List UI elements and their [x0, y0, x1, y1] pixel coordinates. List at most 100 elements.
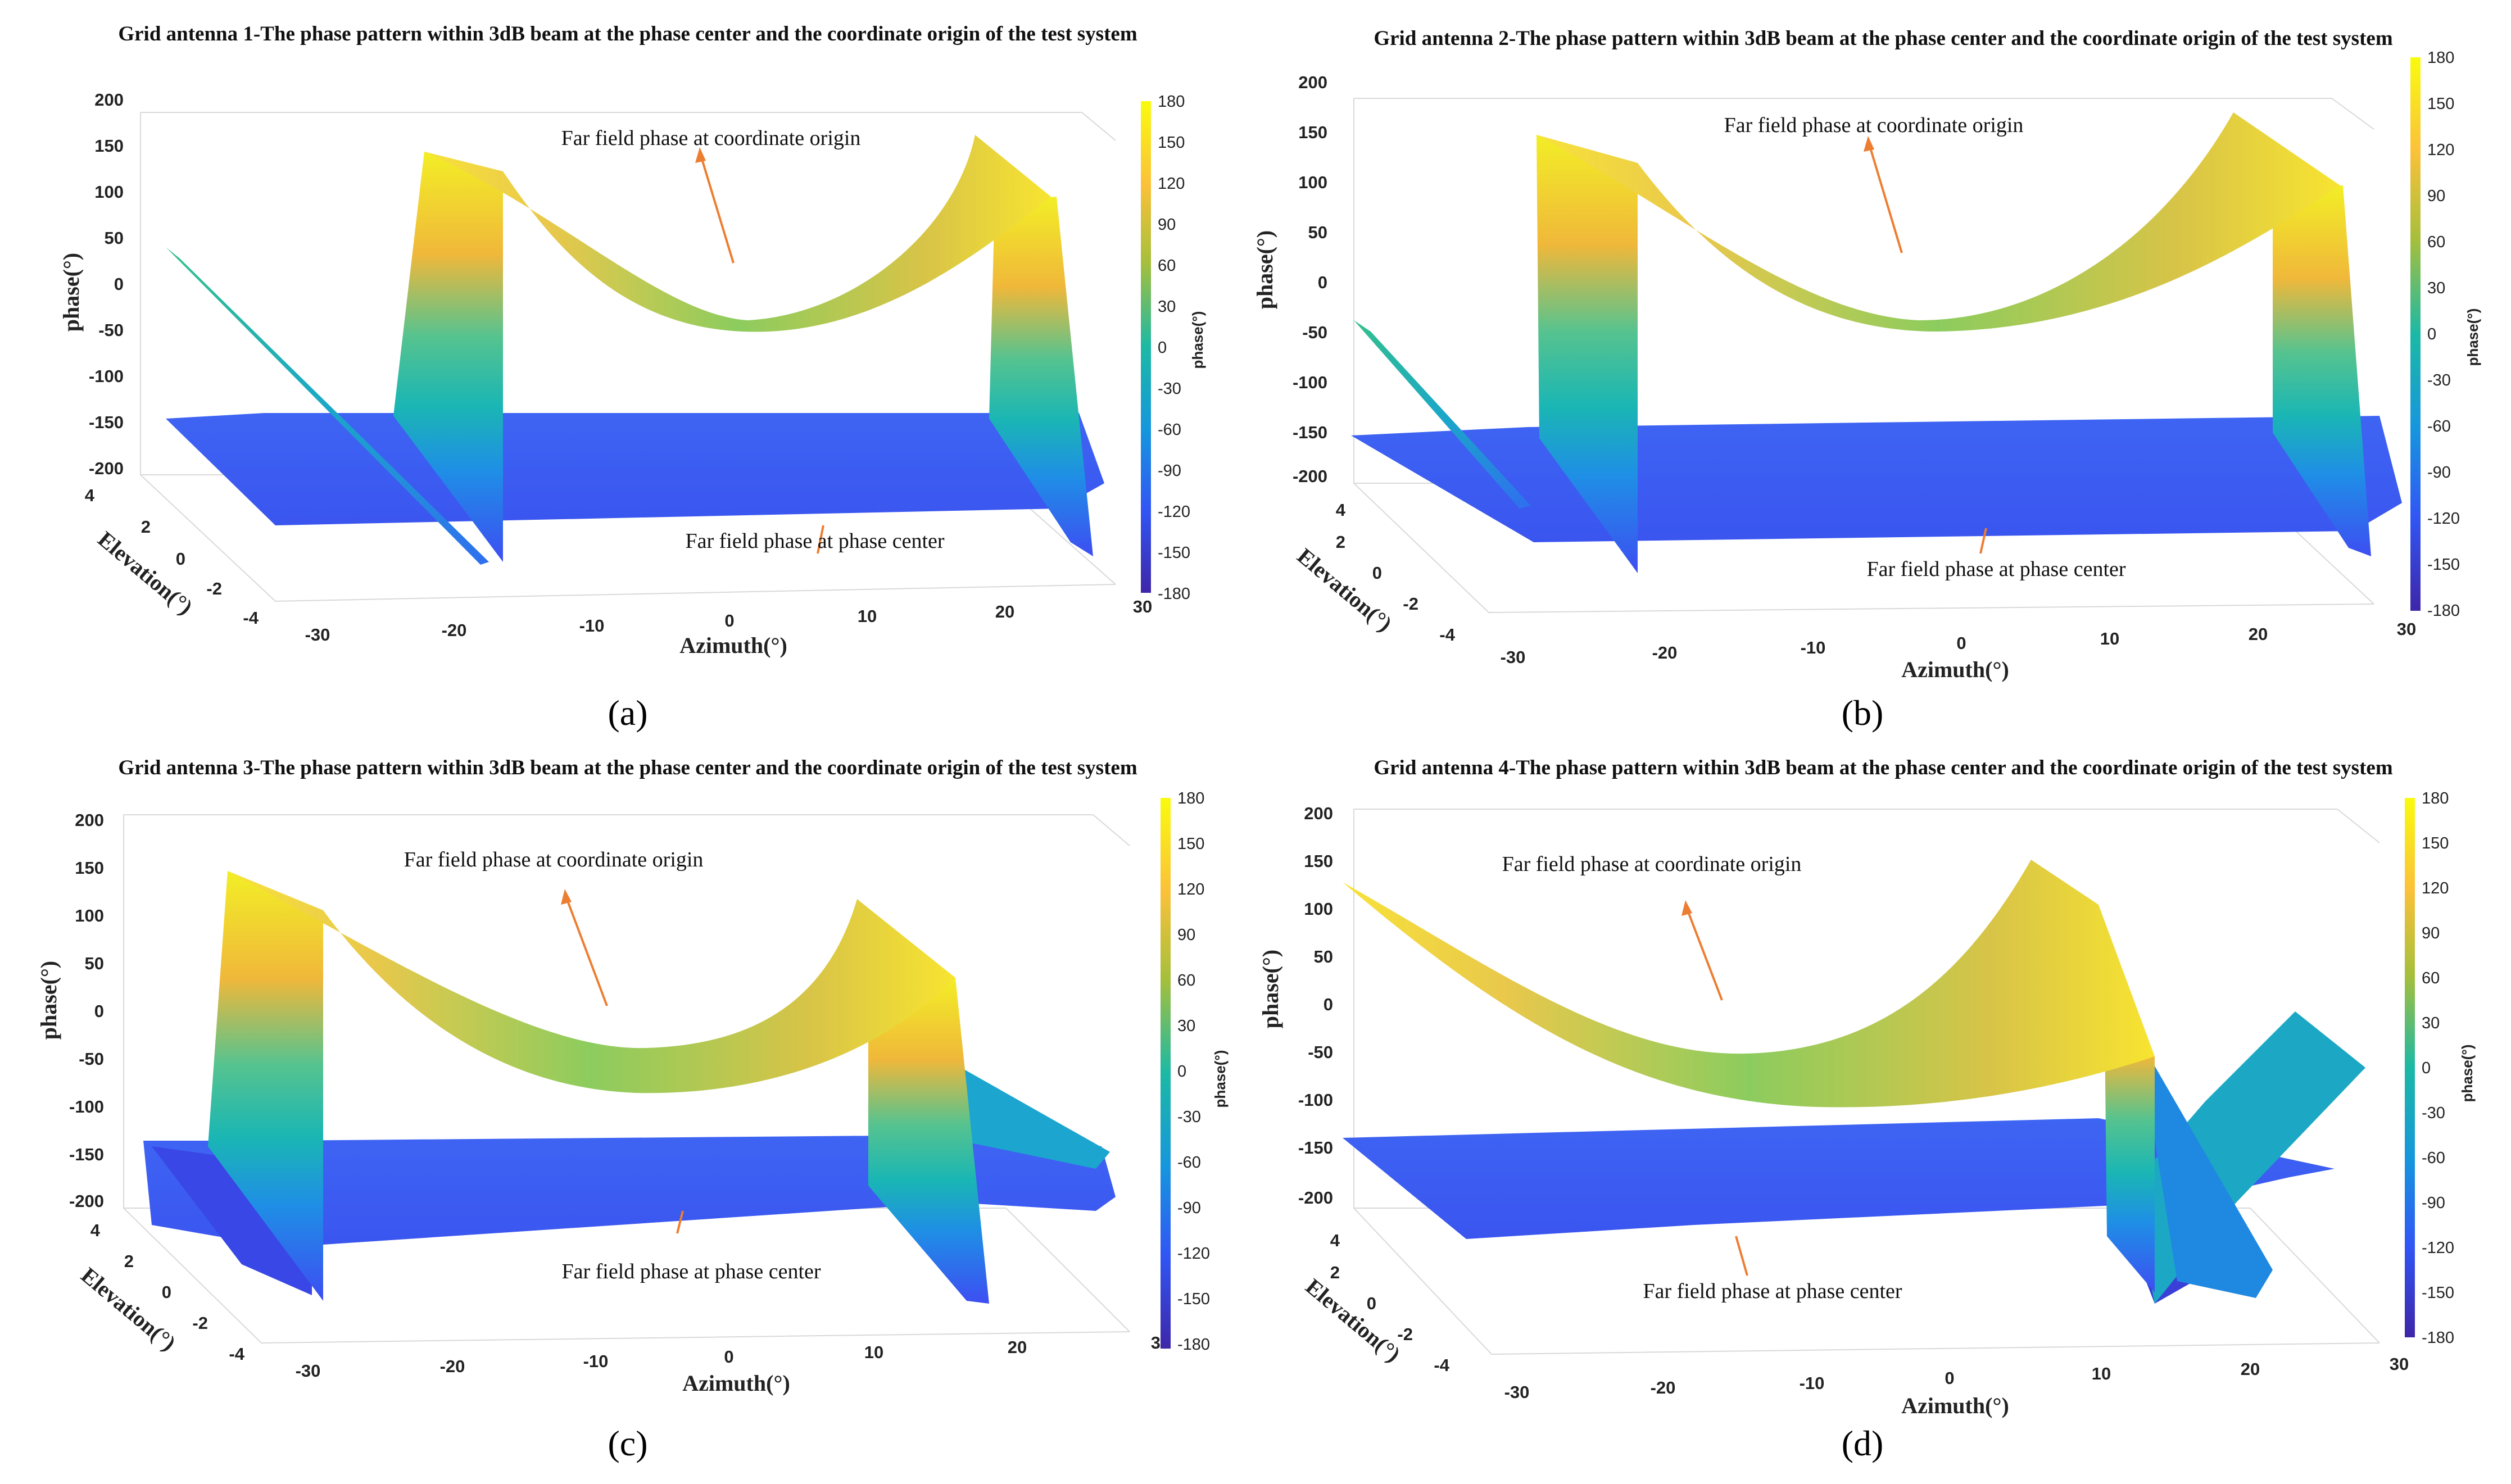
chart-b-canvas: Grid antenna 2-The phase pattern within … [1256, 27, 2481, 733]
annotation-coordinate-origin: Far field phase at coordinate origin [1724, 114, 2024, 137]
y-tick-label: -2 [206, 579, 222, 598]
x-tick-label: 30 [1133, 597, 1152, 616]
surface-coordinate-origin [1536, 112, 2340, 332]
colorbar [2405, 798, 2415, 1337]
colorbar-tick-label: -60 [1177, 1154, 1201, 1172]
surface-wall-right-lower [2143, 1056, 2273, 1298]
colorbar-tick-label: -180 [1177, 1336, 1210, 1354]
y-axis-label: Elevation(°) [1293, 543, 1397, 637]
y-tick-label: -2 [1403, 594, 1418, 614]
colorbar-tick-label: -60 [2422, 1149, 2445, 1167]
surface-wall-left [1536, 135, 1638, 573]
colorbar-tick-label: 120 [1177, 881, 1204, 898]
z-tick-label: 0 [94, 1001, 104, 1021]
arrow-coordinate-origin [1867, 140, 1903, 253]
colorbar-tick-label: -30 [2427, 371, 2451, 389]
y-tick-label: 2 [141, 517, 151, 537]
x-tick-label: 20 [2249, 624, 2268, 644]
surface-wall-left [208, 871, 323, 1301]
panel-letter: (a) [608, 693, 647, 733]
arrow-phase-center [1979, 528, 1987, 554]
colorbar-tick-label: 180 [1158, 93, 1185, 111]
panel-letter: (b) [1842, 693, 1884, 733]
colorbar-tick-label: -180 [1158, 585, 1190, 603]
colorbar-tick-label: -120 [1177, 1245, 1210, 1263]
x-tick-label: 30 [2390, 1354, 2409, 1374]
y-tick-label: 0 [176, 549, 185, 569]
annotation-phase-center: Far field phase at phase center [561, 1260, 821, 1283]
colorbar-tick-label: 90 [2427, 187, 2445, 205]
y-tick-label: 2 [1330, 1263, 1340, 1282]
x-tick-label: -30 [1504, 1382, 1530, 1402]
y-tick-label: -4 [229, 1344, 244, 1364]
x-tick-label: 0 [1956, 633, 1966, 653]
y-tick-label: 0 [1372, 563, 1382, 583]
chart-panel-d: Grid antenna 4-The phase pattern within … [1256, 742, 2511, 1483]
z-ticks: 200 150 100 50 0 -50 -100 -150 -200 [89, 90, 124, 478]
z-tick-label: -50 [1302, 323, 1327, 342]
colorbar-tick-label: -60 [2427, 417, 2451, 435]
x-tick-label: 10 [2092, 1364, 2111, 1383]
colorbar-tick-label: 150 [1158, 134, 1185, 152]
colorbar-tick-label: 180 [2422, 789, 2449, 807]
z-tick-label: 150 [1304, 851, 1333, 871]
colorbar-tick-label: -180 [2427, 602, 2460, 620]
z-tick-label: 0 [1318, 273, 1327, 292]
chart-a-canvas: Grid antenna 1-The phase pattern within … [58, 22, 1206, 733]
colorbar-tick-label: 30 [1177, 1017, 1195, 1035]
panel-letter: (c) [608, 1423, 647, 1463]
surface-coordinate-origin [228, 871, 955, 1093]
surface-wall-right [868, 978, 989, 1304]
colorbar [1161, 798, 1171, 1349]
colorbar-tick-label: 120 [2427, 141, 2454, 159]
z-tick-label: -50 [98, 320, 124, 340]
colorbar-tick-label: 30 [2427, 279, 2445, 297]
colorbar-tick-label: 90 [1158, 216, 1176, 234]
x-tick-label: 0 [1945, 1368, 1954, 1388]
z-axis-label: phase(°) [58, 253, 84, 332]
y-ticks: 4 2 0 -2 -4 [90, 1220, 245, 1364]
y-tick-label: -4 [1439, 625, 1455, 645]
colorbar-ticks: 180 150 120 90 60 30 0 -30 -60 -90 -120 … [2422, 789, 2454, 1347]
z-tick-label: 100 [1298, 173, 1327, 192]
arrow-phase-center [817, 525, 824, 554]
colorbar-tick-label: 90 [1177, 926, 1195, 944]
z-tick-label: -100 [69, 1097, 104, 1117]
y-axis-label: Elevation(°) [1301, 1274, 1406, 1367]
z-tick-label: -100 [1298, 1090, 1333, 1110]
z-tick-label: 200 [94, 90, 124, 110]
z-tick-label: 50 [1314, 947, 1333, 966]
x-tick-label: 10 [864, 1342, 883, 1362]
surface-coordinate-origin [424, 135, 1051, 332]
surface-phase-center [166, 413, 1104, 525]
z-axis-label: phase(°) [1256, 230, 1277, 309]
annotation-coordinate-origin: Far field phase at coordinate origin [404, 848, 704, 872]
colorbar-tick-label: 150 [2427, 95, 2454, 113]
x-ticks: -30 -20 -10 0 10 20 30 [305, 597, 1153, 645]
x-ticks: -30 -20 -10 0 10 20 30 [1504, 1354, 2409, 1402]
panel-letter: (d) [1842, 1423, 1884, 1463]
surface-diagonal-sheet [166, 247, 489, 565]
z-tick-label: -50 [79, 1049, 104, 1069]
z-tick-label: -150 [69, 1145, 104, 1164]
surface-wall-left [393, 152, 503, 562]
x-tick-label: 10 [858, 606, 877, 626]
x-tick-label: 20 [1008, 1337, 1027, 1357]
y-tick-label: 4 [90, 1220, 101, 1240]
z-tick-label: 0 [1324, 995, 1333, 1014]
colorbar-tick-label: 120 [1158, 175, 1185, 193]
x-tick-label: 10 [2100, 629, 2119, 648]
colorbar-ticks: 180 150 120 90 60 30 0 -30 -60 -90 -120 … [2427, 49, 2460, 620]
colorbar-tick-label: -30 [1158, 380, 1181, 398]
colorbar-label: phase(°) [1212, 1050, 1229, 1108]
x-tick-label: 30 [2397, 619, 2416, 639]
colorbar-tick-label: -90 [2422, 1194, 2445, 1212]
chart-d-canvas: Grid antenna 4-The phase pattern within … [1258, 756, 2476, 1463]
chart-title: Grid antenna 1-The phase pattern within … [118, 22, 1137, 46]
y-tick-label: -4 [1434, 1355, 1449, 1375]
colorbar-tick-label: 150 [2422, 834, 2449, 852]
colorbar-tick-label: -120 [2427, 510, 2460, 528]
surface-right-sheet [933, 1068, 1110, 1169]
surface-phase-center [1343, 1118, 2335, 1239]
z-tick-label: -200 [89, 459, 124, 478]
